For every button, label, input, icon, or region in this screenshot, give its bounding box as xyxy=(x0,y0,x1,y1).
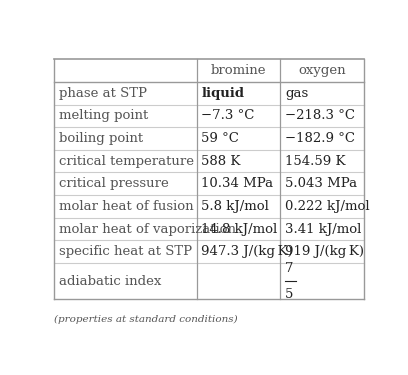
Text: melting point: melting point xyxy=(59,110,148,123)
Text: phase at STP: phase at STP xyxy=(59,87,147,100)
Text: 154.59 K: 154.59 K xyxy=(285,154,346,168)
Text: −7.3 °C: −7.3 °C xyxy=(202,110,255,123)
Text: boiling point: boiling point xyxy=(59,132,143,145)
Text: −218.3 °C: −218.3 °C xyxy=(285,110,355,123)
Text: 59 °C: 59 °C xyxy=(202,132,239,145)
Text: specific heat at STP: specific heat at STP xyxy=(59,245,192,258)
Text: 5.8 kJ/mol: 5.8 kJ/mol xyxy=(202,200,269,213)
Text: gas: gas xyxy=(285,87,308,100)
Text: molar heat of vaporization: molar heat of vaporization xyxy=(59,222,236,236)
Text: 5.043 MPa: 5.043 MPa xyxy=(285,177,357,190)
Text: adiabatic index: adiabatic index xyxy=(59,274,161,288)
Text: 947.3 J/(kg K): 947.3 J/(kg K) xyxy=(202,245,293,258)
Text: 7: 7 xyxy=(285,261,294,274)
Text: (properties at standard conditions): (properties at standard conditions) xyxy=(54,315,238,324)
Text: critical temperature: critical temperature xyxy=(59,154,194,168)
Text: molar heat of fusion: molar heat of fusion xyxy=(59,200,193,213)
Text: 10.34 MPa: 10.34 MPa xyxy=(202,177,274,190)
Text: 3.41 kJ/mol: 3.41 kJ/mol xyxy=(285,222,361,236)
Text: 14.8 kJ/mol: 14.8 kJ/mol xyxy=(202,222,278,236)
Text: bromine: bromine xyxy=(211,64,266,77)
Text: 0.222 kJ/mol: 0.222 kJ/mol xyxy=(285,200,370,213)
Text: 5: 5 xyxy=(285,288,293,300)
Text: 919 J/(kg K): 919 J/(kg K) xyxy=(285,245,364,258)
Text: critical pressure: critical pressure xyxy=(59,177,169,190)
Text: oxygen: oxygen xyxy=(298,64,346,77)
Text: liquid: liquid xyxy=(202,87,244,100)
Text: 588 K: 588 K xyxy=(202,154,241,168)
Text: −182.9 °C: −182.9 °C xyxy=(285,132,355,145)
